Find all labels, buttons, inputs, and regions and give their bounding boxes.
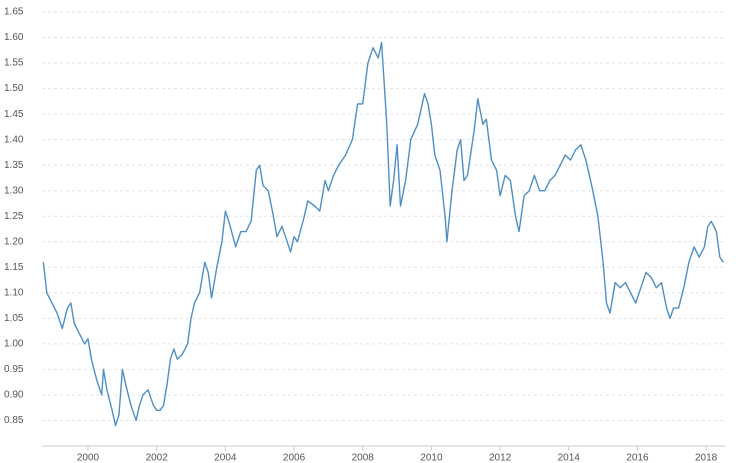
y-tick-label: 1.65 xyxy=(4,7,24,18)
y-tick-label: 1.00 xyxy=(4,339,24,350)
x-tick-label: 2002 xyxy=(146,453,169,463)
x-tick-label: 2018 xyxy=(695,453,718,463)
x-tick-label: 2008 xyxy=(352,453,375,463)
y-tick-label: 1.05 xyxy=(4,313,24,324)
y-tick-label: 1.50 xyxy=(4,83,24,94)
y-tick-label: 0.95 xyxy=(4,364,24,375)
price-line xyxy=(42,41,724,427)
y-tick-label: 1.30 xyxy=(4,185,24,196)
y-tick-label: 1.45 xyxy=(4,109,24,120)
y-tick-label: 0.90 xyxy=(4,390,24,401)
y-tick-label: 1.60 xyxy=(4,32,24,43)
y-tick-label: 1.35 xyxy=(4,160,24,171)
y-tick-label: 0.85 xyxy=(4,415,24,426)
y-tick-label: 1.25 xyxy=(4,211,24,222)
x-tick-label: 2004 xyxy=(214,453,237,463)
y-tick-label: 1.40 xyxy=(4,134,24,145)
x-tick-label: 2014 xyxy=(558,453,581,463)
x-tick-label: 2010 xyxy=(420,453,443,463)
x-tick-label: 2012 xyxy=(489,453,512,463)
y-tick-label: 1.20 xyxy=(4,236,24,247)
y-tick-label: 1.55 xyxy=(4,58,24,69)
y-tick-label: 1.15 xyxy=(4,262,24,273)
x-tick-label: 2006 xyxy=(283,453,306,463)
x-tick-label: 2000 xyxy=(77,453,100,463)
x-tick-label: 2016 xyxy=(626,453,649,463)
y-tick-label: 1.10 xyxy=(4,287,24,298)
